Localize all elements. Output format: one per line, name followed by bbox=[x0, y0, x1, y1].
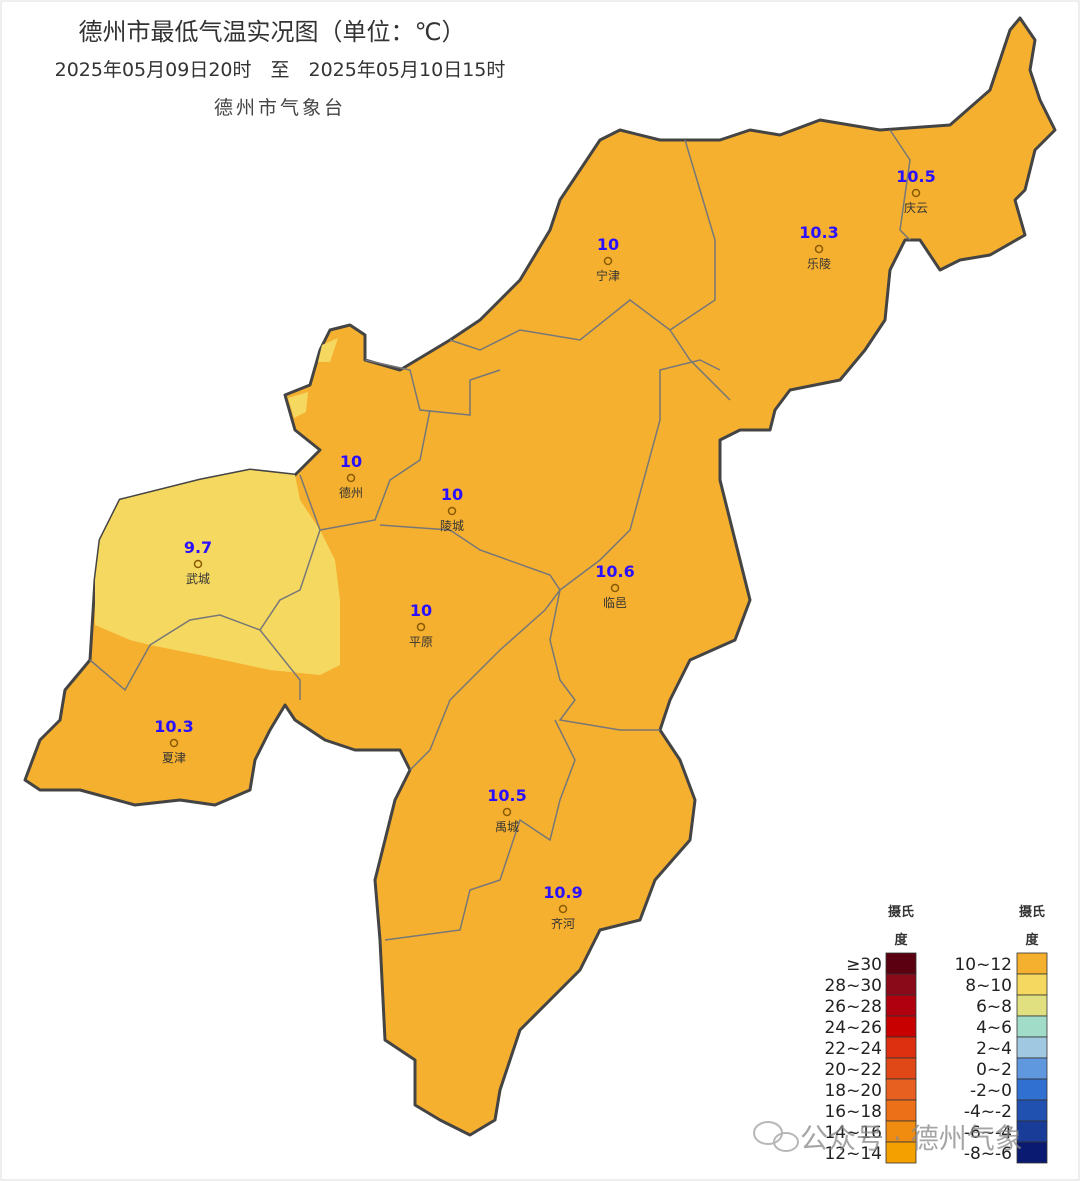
legend-swatch bbox=[885, 1099, 917, 1122]
watermark: 公众号 · 德州气象 bbox=[800, 1122, 1023, 1155]
legend-label: 20~22 bbox=[824, 1060, 882, 1080]
legend-swatch bbox=[885, 1057, 917, 1080]
station-name: 禹城 bbox=[495, 820, 519, 834]
legend-label: 26~28 bbox=[824, 997, 882, 1017]
legend-swatch bbox=[1016, 952, 1048, 975]
station-dot bbox=[610, 583, 620, 593]
station-value: 10.9 bbox=[543, 883, 582, 902]
station-value: 10.5 bbox=[487, 786, 526, 805]
station-name: 德州 bbox=[339, 485, 363, 500]
legend-label: 8~10 bbox=[965, 976, 1012, 996]
legend-swatch bbox=[1016, 1036, 1048, 1059]
station-dot bbox=[416, 622, 426, 632]
legend-swatch bbox=[885, 973, 917, 996]
legend-label: 2~4 bbox=[976, 1039, 1012, 1059]
legend-swatch bbox=[1016, 973, 1048, 996]
station-value: 10.3 bbox=[799, 223, 838, 242]
zone-8-10 bbox=[95, 470, 340, 675]
legend-label: 14~16 bbox=[824, 1123, 882, 1143]
legend-label: -6~-4 bbox=[964, 1123, 1012, 1143]
legend-swatch bbox=[1016, 1141, 1048, 1164]
station-dot bbox=[558, 904, 568, 914]
station-name: 武城 bbox=[186, 572, 210, 586]
legend-unit: 摄氏 bbox=[888, 904, 914, 920]
station-value: 10.6 bbox=[595, 562, 634, 581]
legend-label: 28~30 bbox=[824, 976, 882, 996]
legend-unit: 度 bbox=[1025, 932, 1039, 948]
station-value: 10 bbox=[340, 452, 362, 471]
legend-swatch bbox=[1016, 1078, 1048, 1101]
zone-8-10 bbox=[318, 338, 338, 362]
station-name: 乐陵 bbox=[807, 257, 831, 271]
legend-label: -4~-2 bbox=[964, 1102, 1012, 1122]
legend-swatch bbox=[885, 952, 917, 975]
legend-swatch bbox=[1016, 994, 1048, 1017]
station-value: 10.3 bbox=[154, 717, 193, 736]
legend-label: 0~2 bbox=[976, 1060, 1012, 1080]
station-name: 临邑 bbox=[603, 596, 627, 610]
station-dot bbox=[911, 188, 921, 198]
station-name: 齐河 bbox=[551, 916, 575, 931]
station-value: 9.7 bbox=[184, 538, 212, 557]
legend-label: 12~14 bbox=[824, 1144, 882, 1164]
legend-swatch bbox=[1016, 1099, 1048, 1122]
legend-label: 22~24 bbox=[824, 1039, 882, 1059]
legend-swatch bbox=[885, 1015, 917, 1038]
station-dot bbox=[169, 738, 179, 748]
station-dot bbox=[193, 559, 203, 569]
legend-swatch bbox=[885, 1036, 917, 1059]
station-dot bbox=[346, 473, 356, 483]
legend-label: 16~18 bbox=[824, 1102, 882, 1122]
station-name: 陵城 bbox=[440, 519, 464, 533]
station-dot bbox=[447, 506, 457, 516]
station-dot bbox=[502, 807, 512, 817]
legend-swatch bbox=[885, 1141, 917, 1164]
county-borders bbox=[89, 129, 911, 941]
station-value: 10 bbox=[597, 235, 619, 254]
legend-label: 6~8 bbox=[976, 997, 1012, 1017]
station-dot bbox=[603, 256, 613, 266]
city-outline bbox=[23, 16, 1057, 1137]
station-value: 10 bbox=[441, 485, 463, 504]
station-name: 平原 bbox=[409, 635, 433, 649]
legend-swatch bbox=[1016, 1057, 1048, 1080]
legend-swatch bbox=[885, 1078, 917, 1101]
legend-label: 4~6 bbox=[976, 1018, 1012, 1038]
zone-8-10 bbox=[288, 392, 308, 418]
subtitle: 2025年05月09日20时 至 2025年05月10日15时 bbox=[55, 59, 506, 81]
station-name: 夏津 bbox=[162, 751, 186, 765]
legend-label: 18~20 bbox=[824, 1081, 882, 1101]
legend-label: -2~0 bbox=[970, 1081, 1012, 1101]
legend-unit: 度 bbox=[894, 932, 908, 948]
legend-label: 24~26 bbox=[824, 1018, 882, 1038]
legend-label: 10~12 bbox=[954, 955, 1012, 975]
station-name: 庆云 bbox=[904, 201, 928, 215]
legend-swatch bbox=[1016, 1015, 1048, 1038]
legend-unit: 摄氏 bbox=[1019, 904, 1045, 920]
legend-label: -8~-6 bbox=[964, 1144, 1012, 1164]
station-value: 10 bbox=[410, 601, 432, 620]
title: 德州市最低气温实况图（单位：℃） bbox=[79, 18, 466, 46]
legend-label: ≥30 bbox=[846, 955, 882, 975]
station-value: 10.5 bbox=[896, 167, 935, 186]
issuer: 德州市气象台 bbox=[214, 97, 346, 119]
legend-swatch bbox=[885, 994, 917, 1017]
station-name: 宁津 bbox=[596, 268, 620, 283]
watermark-icon bbox=[753, 1121, 799, 1152]
station-dot bbox=[814, 244, 824, 254]
